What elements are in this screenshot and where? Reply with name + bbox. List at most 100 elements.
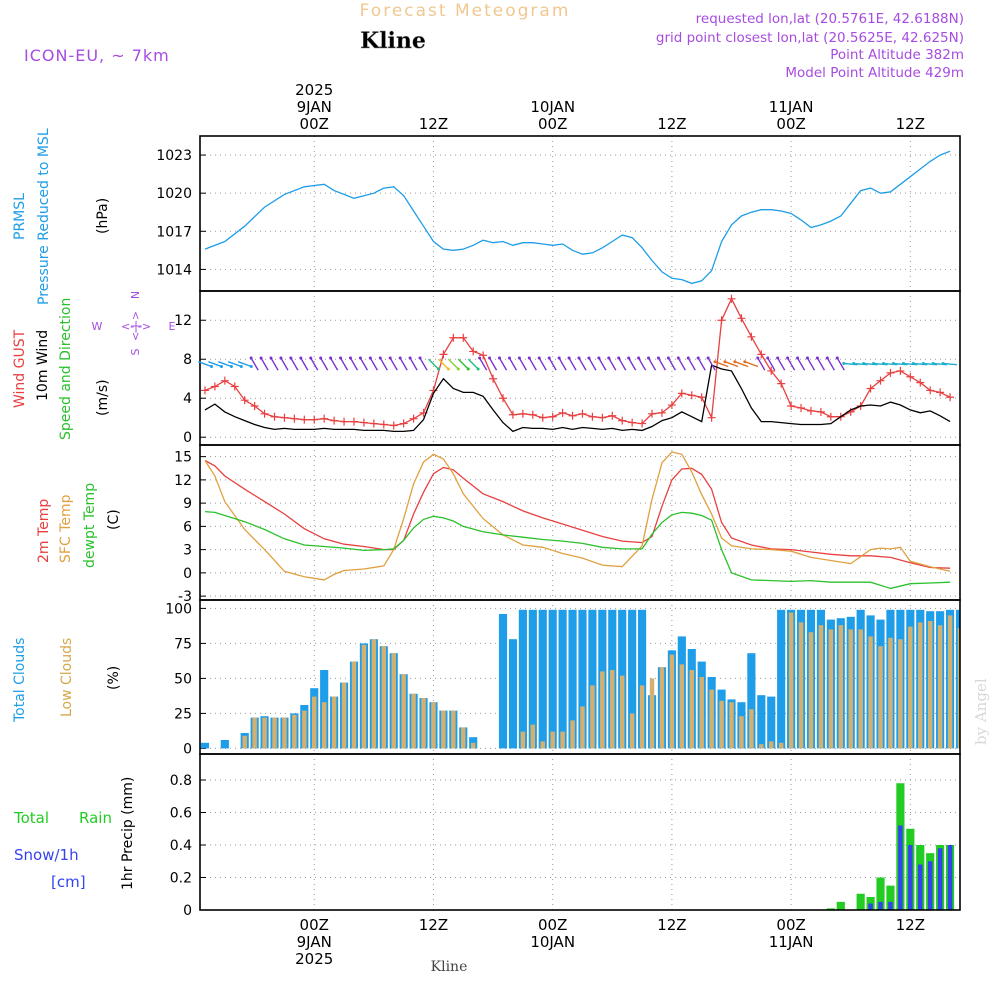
bar-low-clouds: [431, 702, 436, 749]
bar-total-clouds: [200, 742, 210, 749]
bar-low-clouds: [252, 717, 257, 749]
wind-arrow: [588, 357, 597, 371]
wind-arrow: [349, 357, 359, 371]
wind-arrow: [578, 357, 587, 371]
plot-area-temperature: [204, 451, 951, 590]
gust-point: [598, 413, 607, 422]
wind-arrow-head: [249, 364, 253, 368]
bar-low-clouds: [451, 710, 456, 749]
wind-arrow-head: [259, 356, 263, 360]
bottom-time-label: 10JAN: [530, 933, 575, 951]
bar-low-clouds: [411, 693, 416, 749]
wind-arrow: [724, 361, 739, 368]
gust-point: [707, 413, 716, 422]
gust-point: [330, 416, 339, 425]
bar-snow-1h: [937, 848, 943, 910]
ytick-label-pressure: 1023: [156, 148, 192, 164]
bar-low-clouds: [321, 702, 327, 749]
bar-snow-1h: [878, 901, 883, 910]
wind-arrow-head: [466, 367, 470, 371]
wind-arrow: [608, 357, 617, 371]
wind-arrow: [714, 361, 729, 368]
bar-low-clouds: [619, 675, 625, 749]
wind-arrow-head: [239, 364, 243, 368]
gust-point: [697, 393, 706, 402]
bar-low-clouds: [520, 731, 526, 749]
gust-point: [469, 347, 478, 356]
gust-point: [727, 294, 736, 303]
ytick-label-pressure: 1014: [156, 262, 192, 278]
bar-low-clouds: [888, 637, 893, 749]
gust-point: [896, 366, 905, 375]
gust-point: [320, 414, 329, 423]
wind-arrow-head: [756, 356, 760, 360]
gust-point: [449, 333, 458, 342]
wind-arrow: [933, 362, 948, 366]
ytick-label-clouds: 25: [174, 706, 192, 722]
gust-point: [906, 372, 915, 381]
wind-arrow-head: [776, 356, 780, 360]
rain-label: Rain: [79, 809, 112, 827]
gust-point: [230, 382, 239, 391]
wind-arrow: [853, 362, 868, 366]
bar-total-clouds: [220, 740, 229, 749]
bar-low-clouds: [560, 731, 565, 749]
ms-unit-label: (m/s): [95, 379, 111, 416]
wind-arrow-head: [921, 361, 925, 365]
ytick-label-clouds: 0: [183, 741, 192, 757]
wind-arrow: [260, 357, 269, 371]
wind-arrow-head: [358, 356, 362, 360]
bottom-time-label: 9JAN: [297, 933, 332, 951]
bar-low-clouds: [937, 625, 943, 749]
ytick-label-temperature: -3: [178, 589, 192, 605]
wind-arrow-head: [269, 356, 273, 360]
wind-arrow-head: [478, 356, 482, 360]
dewpt-temp-label: dewpt Temp: [82, 483, 98, 568]
wind-arrow: [843, 362, 858, 366]
bar-total-clouds: [538, 609, 547, 749]
wind-arrow-head: [436, 367, 440, 371]
wind-arrow: [657, 357, 667, 371]
wind-arrow-head: [941, 361, 945, 365]
celsius-unit-label: (C): [106, 509, 122, 530]
wind-arrow: [479, 357, 488, 371]
bottom-time-label: 12Z: [419, 916, 448, 934]
gust-point: [489, 374, 498, 383]
requested-coords: requested lon,lat (20.5761E, 42.6188N): [696, 11, 964, 27]
panel-frame-precipitation: [199, 753, 961, 911]
top-time-label: 12Z: [896, 115, 925, 133]
gust-point: [687, 391, 696, 400]
panel-wind: 0 4 8 12: [174, 290, 961, 446]
gust-point: [886, 368, 895, 377]
top-time-label: 12Z: [419, 115, 448, 133]
gust-point: [757, 350, 766, 359]
wind-arrow: [826, 357, 835, 371]
bar-low-clouds: [639, 685, 645, 749]
compass-arrow-vertical: <-|->: [129, 311, 142, 341]
wind-arrow-head: [527, 356, 531, 360]
gust-point: [310, 415, 319, 424]
plot-area-pressure: [204, 150, 951, 285]
wind-arrow-head: [862, 361, 866, 365]
bottom-time-label: 00Z: [776, 916, 805, 934]
gust-point: [916, 378, 925, 387]
temp-2m-label: 2m Temp: [36, 499, 52, 563]
gust-point: [717, 316, 726, 325]
speed-direction-label: Speed and Direction: [58, 298, 74, 440]
compass-arrow-horizontal: <-|->: [121, 320, 151, 333]
precip-panel-labels: Total Rain Snow/1h [cm] 1hr Precip (mm): [13, 777, 136, 891]
bar-low-clouds: [461, 727, 466, 749]
gust-point: [240, 396, 249, 405]
gust-point: [409, 414, 418, 423]
wind-arrow-head: [796, 356, 800, 360]
wind-arrow: [419, 357, 428, 371]
bar-low-clouds: [441, 710, 446, 749]
low-clouds-label: Low Clouds: [59, 638, 75, 717]
precip-ylabel: 1hr Precip (mm): [120, 777, 136, 890]
prmsl-label: PRMSL: [12, 193, 28, 240]
bar-low-clouds: [659, 667, 665, 749]
snow-label: Snow/1h: [14, 846, 79, 864]
wind-arrow: [687, 357, 696, 371]
bar-low-clouds: [470, 742, 476, 749]
